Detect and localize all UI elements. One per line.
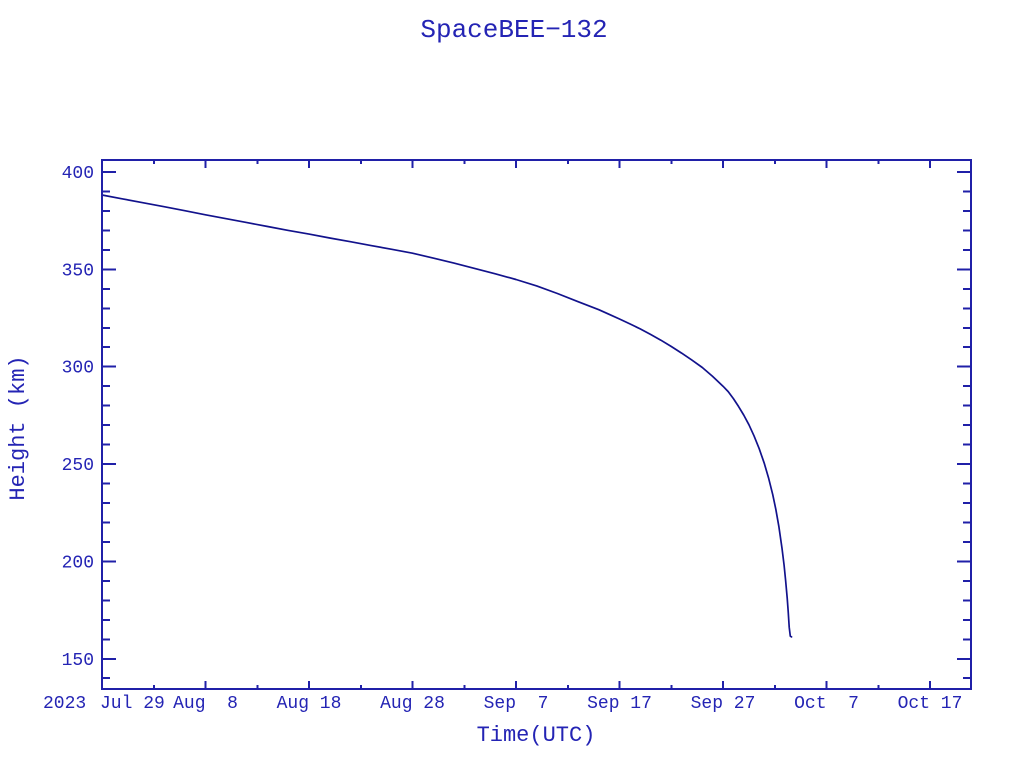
decay-curve [101,194,793,638]
y-tick-label: 350 [62,261,94,281]
x-tick-label: Sep 17 [587,694,652,714]
y-tick-label: 400 [62,164,94,184]
x-axis-label: Time(UTC) [477,723,596,748]
x-tick-label: Aug 8 [173,694,238,714]
x-tick-label: Sep 27 [691,694,756,714]
y-axis-label: Height (km) [6,355,31,500]
x-tick-label: Jul 29 [100,694,165,714]
y-tick-label: 150 [62,651,94,671]
chart-title: SpaceBEE−132 [420,15,607,45]
x-tick-label: Aug 18 [277,694,342,714]
plot-frame [101,159,972,690]
y-tick-label: 250 [62,456,94,476]
x-tick-label: Oct 17 [898,694,963,714]
x-tick-label: Aug 28 [380,694,445,714]
tick-labels: Jul 29 Aug 8 Aug 18 Aug 28 Sep 7 Sep 17 Sep 27… [62,164,963,714]
x-tick-label: Sep 7 [484,694,549,714]
axis-ticks [102,160,971,689]
y-tick-label: 300 [62,359,94,379]
x-tick-label: Oct 7 [794,694,859,714]
y-tick-label: 200 [62,553,94,573]
year-label: 2023 [43,694,86,714]
